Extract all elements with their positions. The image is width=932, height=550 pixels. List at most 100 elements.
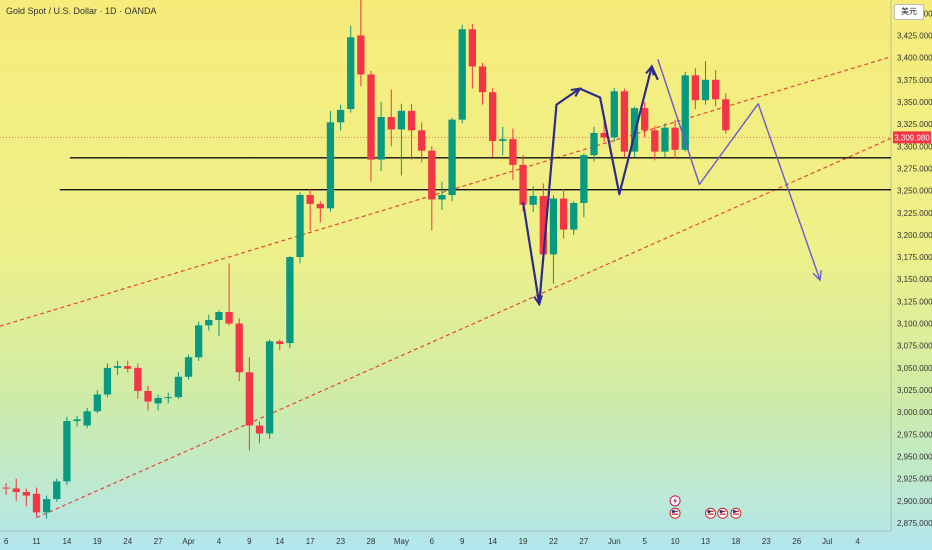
candle[interactable] <box>357 0 365 86</box>
price-tick-label: 3,425.000 <box>897 31 932 40</box>
candle[interactable] <box>488 88 497 157</box>
candle[interactable] <box>478 62 487 105</box>
candle[interactable] <box>711 70 720 107</box>
candle[interactable] <box>651 125 659 161</box>
candle[interactable] <box>387 89 395 147</box>
candle[interactable] <box>124 360 132 373</box>
candle[interactable] <box>184 354 193 380</box>
candle[interactable] <box>326 110 335 212</box>
candle[interactable] <box>458 24 466 124</box>
us-flag-event-icon[interactable] <box>730 507 742 519</box>
candle[interactable] <box>286 256 294 349</box>
candle[interactable] <box>448 117 456 202</box>
candle[interactable] <box>316 201 324 223</box>
candle[interactable] <box>722 93 730 134</box>
candle[interactable] <box>549 195 558 284</box>
candle-body <box>570 203 578 230</box>
candle[interactable] <box>661 123 669 157</box>
candle[interactable] <box>509 128 517 180</box>
candle[interactable] <box>235 318 243 382</box>
candle[interactable] <box>529 186 537 212</box>
candle[interactable] <box>519 155 527 211</box>
candle[interactable] <box>377 101 385 172</box>
time-tick-label: 17 <box>306 537 315 546</box>
candle-body <box>326 122 335 209</box>
candle[interactable] <box>397 103 406 176</box>
candle-body <box>296 195 304 258</box>
candle[interactable] <box>691 68 700 110</box>
candle[interactable] <box>113 360 122 375</box>
price-tick-label: 3,100.000 <box>897 320 932 329</box>
swing-path[interactable] <box>521 65 659 306</box>
candle[interactable] <box>63 416 71 485</box>
price-tick-label: 3,075.000 <box>897 342 932 351</box>
candle[interactable] <box>195 321 203 361</box>
lower-trendline[interactable] <box>36 137 892 519</box>
candle[interactable] <box>559 188 568 239</box>
price-tick-label: 3,175.000 <box>897 253 932 262</box>
us-flag-event-icon[interactable] <box>669 507 681 519</box>
candle[interactable] <box>671 119 679 159</box>
candle[interactable] <box>53 478 61 502</box>
candle[interactable] <box>580 153 588 218</box>
candle[interactable] <box>367 70 375 182</box>
candle[interactable] <box>42 495 51 519</box>
candle[interactable] <box>144 385 152 411</box>
swing-annotation-layer <box>521 64 659 307</box>
candle[interactable] <box>428 146 436 231</box>
candle[interactable] <box>215 310 223 336</box>
economic-event-lightning-icon[interactable] <box>669 495 681 507</box>
candle[interactable] <box>499 126 507 156</box>
candle-body <box>580 155 588 204</box>
candle[interactable] <box>296 192 304 264</box>
candle[interactable] <box>205 314 213 331</box>
candle[interactable] <box>336 104 345 131</box>
candle[interactable] <box>134 363 142 399</box>
candle[interactable] <box>103 363 112 398</box>
time-axis[interactable]: 6 11 14 19 24 27 Apr 4 9 14 17 23 28 May 6 9 14 19 22 27 Jun… <box>4 537 860 546</box>
projection-arrow-head <box>812 270 822 282</box>
upper-trendline[interactable] <box>0 56 892 327</box>
candle[interactable] <box>620 88 629 157</box>
candle[interactable] <box>681 71 689 152</box>
price-tick-label: 3,150.000 <box>897 275 932 284</box>
currency-button[interactable]: 美元 <box>894 4 924 20</box>
candle-body <box>316 203 324 209</box>
price-tick-label: 3,125.000 <box>897 297 932 306</box>
candle[interactable] <box>610 87 618 142</box>
candle[interactable] <box>570 201 578 235</box>
candle[interactable] <box>245 357 254 451</box>
us-flag-event-icon[interactable] <box>717 507 729 519</box>
candle[interactable] <box>164 392 172 404</box>
candle[interactable] <box>255 421 264 444</box>
candle[interactable] <box>32 487 41 517</box>
candle[interactable] <box>590 126 598 162</box>
candle[interactable] <box>407 103 416 160</box>
candle[interactable] <box>641 101 649 138</box>
candle-body <box>641 108 649 131</box>
price-tick-label: 2,900.000 <box>897 497 932 506</box>
us-flag-event-icon[interactable] <box>705 507 717 519</box>
candle[interactable] <box>93 390 101 414</box>
candle[interactable] <box>2 483 10 495</box>
candle[interactable] <box>22 488 31 507</box>
candle[interactable] <box>265 339 274 439</box>
candle[interactable] <box>154 394 162 411</box>
candle[interactable] <box>73 415 81 427</box>
candle[interactable] <box>12 478 20 501</box>
candle[interactable] <box>174 372 183 399</box>
candle[interactable] <box>306 188 314 231</box>
candle[interactable] <box>225 263 233 326</box>
candle[interactable] <box>83 407 91 429</box>
candle[interactable] <box>701 61 710 105</box>
candle[interactable] <box>276 339 284 351</box>
candle[interactable] <box>468 23 477 89</box>
candle-body <box>184 357 193 377</box>
price-tick-label: 3,200.000 <box>897 231 932 240</box>
candle[interactable] <box>418 122 426 163</box>
projection-path[interactable] <box>657 59 821 281</box>
candle[interactable] <box>347 25 355 113</box>
candle[interactable] <box>438 181 446 211</box>
current-price-badge <box>893 131 931 144</box>
